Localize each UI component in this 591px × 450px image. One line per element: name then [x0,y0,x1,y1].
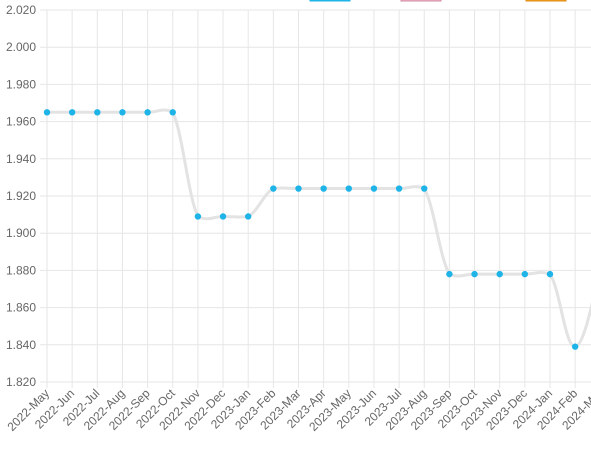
data-point[interactable] [421,185,428,192]
data-point[interactable] [546,270,554,278]
y-tick-label: 1.860 [6,301,36,315]
y-tick-label: 1.900 [6,226,36,240]
data-points [43,109,579,350]
data-point[interactable] [219,213,227,220]
y-tick-label: 1.880 [6,263,36,277]
y-tick-label: 2.000 [6,40,36,54]
data-point[interactable] [370,185,378,192]
data-point[interactable] [169,109,176,116]
y-tick-label: 1.840 [6,338,36,352]
data-point[interactable] [295,185,302,192]
data-point[interactable] [119,109,126,116]
data-point[interactable] [345,185,352,192]
data-point[interactable] [245,213,252,220]
y-tick-label: 1.820 [6,375,36,389]
series-line-layer [47,108,591,349]
grid [40,9,591,388]
data-point[interactable] [68,109,76,116]
y-tick-label: 1.980 [6,77,36,91]
legend-swatch[interactable] [309,0,351,2]
axes: 1.820 1.840 1.860 1.880 1.900 1.920 1.940 1.960… [4,3,591,434]
data-point[interactable] [43,109,51,116]
data-point[interactable] [270,185,277,192]
y-tick-label: 1.940 [6,152,36,166]
y-tick-label: 1.920 [6,189,36,203]
legend-swatch[interactable] [525,0,567,2]
data-point[interactable] [194,213,202,220]
legend[interactable] [309,0,567,2]
data-point[interactable] [144,109,151,116]
data-point[interactable] [496,270,503,278]
data-point[interactable] [471,270,478,278]
data-point[interactable] [94,109,101,116]
y-tick-label: 1.960 [6,115,36,129]
series-line [47,108,591,349]
data-point[interactable] [571,343,579,350]
data-point[interactable] [521,270,529,278]
data-point[interactable] [320,185,327,192]
data-point[interactable] [446,270,453,278]
legend-swatch[interactable] [400,0,442,2]
data-point[interactable] [395,185,403,192]
y-tick-label: 2.020 [6,3,36,17]
